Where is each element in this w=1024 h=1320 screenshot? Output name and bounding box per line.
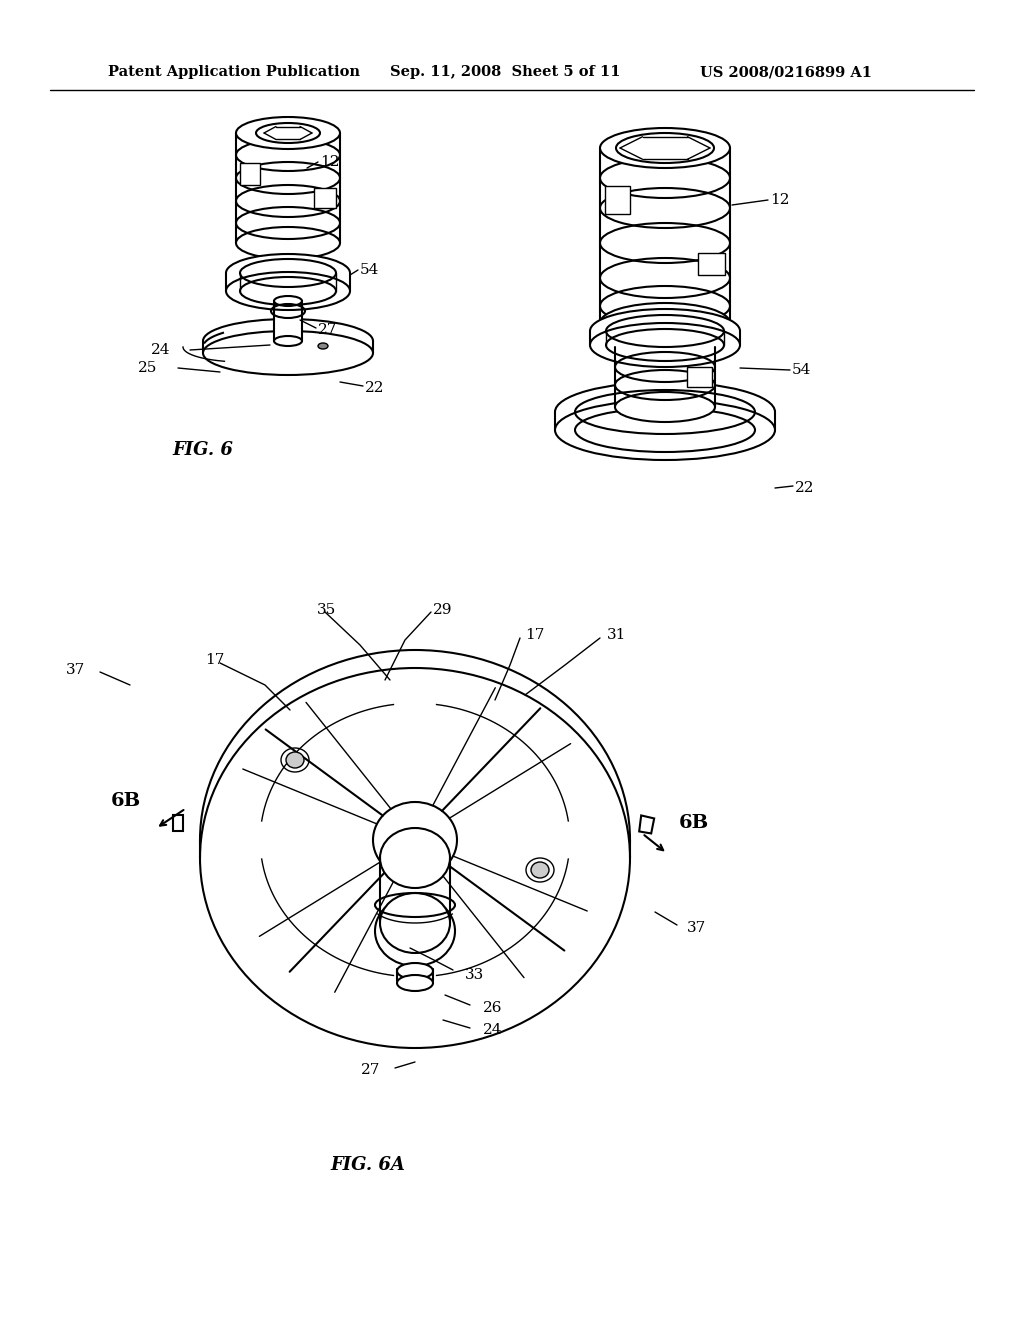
- Text: Patent Application Publication: Patent Application Publication: [108, 65, 360, 79]
- Ellipse shape: [236, 227, 340, 259]
- Text: 29: 29: [433, 603, 453, 616]
- Text: 12: 12: [319, 154, 340, 169]
- Ellipse shape: [600, 304, 730, 343]
- Ellipse shape: [616, 133, 714, 162]
- Text: FIG. 6A: FIG. 6A: [330, 1156, 404, 1173]
- Bar: [600, 148, 730, 323]
- Ellipse shape: [203, 319, 373, 363]
- Bar: [555, 412, 775, 430]
- Text: 6B: 6B: [679, 814, 710, 833]
- Ellipse shape: [380, 894, 450, 953]
- Bar: [687, 367, 712, 387]
- Ellipse shape: [531, 862, 549, 878]
- Text: 27: 27: [318, 323, 337, 337]
- Ellipse shape: [286, 752, 304, 768]
- Text: 24: 24: [483, 1023, 503, 1038]
- Bar: [698, 253, 725, 275]
- Bar: [314, 187, 336, 209]
- Ellipse shape: [226, 272, 350, 310]
- Text: 22: 22: [365, 381, 384, 395]
- Ellipse shape: [590, 323, 740, 367]
- Ellipse shape: [274, 337, 302, 346]
- Bar: [380, 858, 450, 923]
- Ellipse shape: [203, 331, 373, 375]
- Text: US 2008/0216899 A1: US 2008/0216899 A1: [700, 65, 872, 79]
- Ellipse shape: [375, 896, 455, 966]
- Bar: [203, 341, 373, 352]
- Text: 25: 25: [137, 360, 157, 375]
- Ellipse shape: [615, 333, 715, 362]
- Text: 24: 24: [151, 343, 170, 356]
- Ellipse shape: [373, 803, 457, 878]
- Bar: [605, 186, 630, 214]
- Bar: [590, 331, 740, 345]
- Bar: [274, 301, 302, 341]
- Text: 31: 31: [607, 628, 627, 642]
- Ellipse shape: [397, 975, 433, 991]
- Text: 27: 27: [360, 1063, 380, 1077]
- Ellipse shape: [555, 400, 775, 459]
- Bar: [226, 273, 350, 290]
- Text: 17: 17: [525, 628, 545, 642]
- Ellipse shape: [600, 128, 730, 168]
- Ellipse shape: [590, 309, 740, 352]
- Text: 22: 22: [795, 480, 814, 495]
- Bar: [236, 133, 340, 243]
- Text: 12: 12: [770, 193, 790, 207]
- Text: 54: 54: [360, 263, 379, 277]
- Ellipse shape: [256, 123, 319, 143]
- Ellipse shape: [380, 828, 450, 888]
- Ellipse shape: [615, 392, 715, 422]
- Text: FIG. 6: FIG. 6: [172, 441, 232, 459]
- Text: 37: 37: [66, 663, 85, 677]
- Ellipse shape: [318, 343, 328, 348]
- Ellipse shape: [200, 649, 630, 1030]
- Text: Sep. 11, 2008  Sheet 5 of 11: Sep. 11, 2008 Sheet 5 of 11: [390, 65, 621, 79]
- Polygon shape: [173, 816, 183, 832]
- Text: 35: 35: [317, 603, 336, 616]
- Ellipse shape: [397, 964, 433, 979]
- Polygon shape: [639, 816, 654, 833]
- Ellipse shape: [236, 117, 340, 149]
- Ellipse shape: [274, 296, 302, 306]
- Ellipse shape: [200, 668, 630, 1048]
- Text: 6B: 6B: [111, 792, 141, 810]
- Bar: [615, 347, 715, 407]
- Bar: [240, 162, 260, 185]
- Text: 54: 54: [792, 363, 811, 378]
- Text: 26: 26: [483, 1001, 503, 1015]
- Ellipse shape: [226, 253, 350, 292]
- Text: 17: 17: [205, 653, 224, 667]
- Text: 37: 37: [687, 921, 707, 935]
- Text: 33: 33: [465, 968, 484, 982]
- Ellipse shape: [555, 381, 775, 442]
